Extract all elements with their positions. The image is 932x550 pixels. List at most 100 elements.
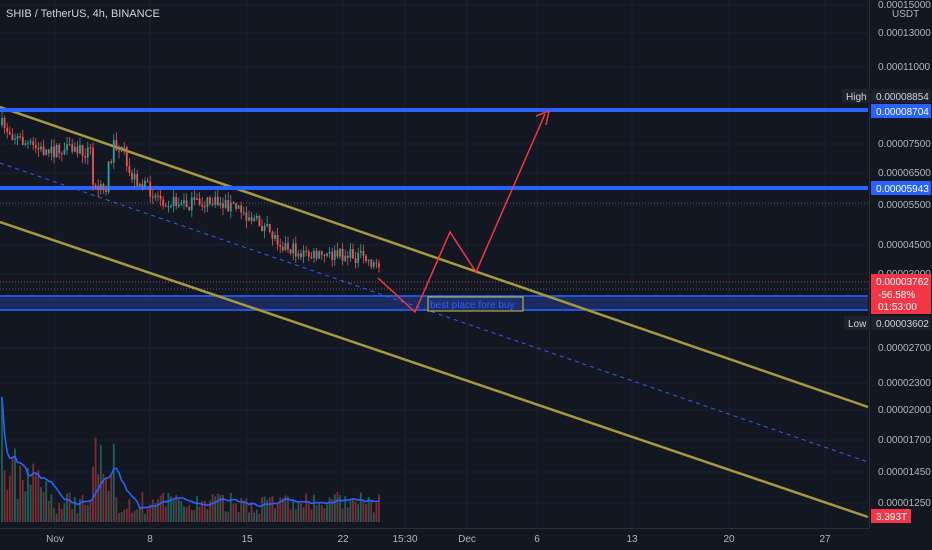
candle-body — [34, 145, 37, 148]
volume-bar — [201, 501, 204, 522]
unit-label: USDT — [892, 9, 919, 20]
time-axis-ticks: Nov 8 15 22 15:30 Dec 6 13 20 27 — [46, 534, 831, 545]
volume-bar — [84, 504, 87, 522]
time-tick-label: 13 — [626, 534, 638, 545]
candle-body — [84, 156, 87, 158]
candle-body — [63, 149, 66, 155]
volume-value: 3.393T — [876, 512, 907, 523]
candle-body — [94, 184, 97, 187]
candle-body — [190, 197, 193, 211]
volume-bar — [34, 474, 37, 522]
candle-body — [328, 251, 331, 254]
volume-bar — [185, 507, 188, 522]
candle-body — [232, 202, 235, 204]
volume-bar — [336, 492, 339, 522]
volume-bar — [297, 502, 300, 522]
candle-body — [115, 140, 118, 151]
symbol-title[interactable]: SHIB / TetherUS, 4h, BINANCE — [6, 8, 160, 20]
candle-body — [92, 147, 94, 185]
candle-body — [375, 262, 378, 264]
volume-bar — [154, 503, 157, 522]
mid-level-tag — [871, 181, 931, 195]
volume-bar — [50, 494, 53, 522]
candle-body — [203, 206, 206, 208]
volume-bar — [97, 474, 100, 522]
price-tick-label: 0.00001250 — [878, 498, 931, 509]
candle-body — [193, 197, 196, 200]
candle-body — [255, 216, 258, 219]
price-tick-label: 0.00005500 — [878, 200, 931, 211]
price-axis-panel[interactable] — [870, 0, 932, 528]
volume-bar — [14, 448, 16, 522]
volume-bar — [53, 507, 55, 522]
volume-bar — [263, 496, 266, 522]
candle-body — [352, 248, 354, 259]
volume-bar — [138, 508, 141, 522]
candle-body — [68, 144, 71, 146]
candle-body — [50, 146, 53, 154]
volume-bar — [107, 490, 110, 522]
forecast-path — [377, 113, 546, 314]
volume-bar — [45, 481, 48, 522]
current-price-tag — [871, 274, 931, 314]
candle-body — [281, 246, 284, 251]
volume-bar — [172, 500, 175, 522]
volume-bar — [125, 508, 128, 522]
volume-bar — [367, 496, 370, 522]
volume-bar — [112, 443, 115, 522]
time-axis-panel[interactable] — [0, 528, 870, 550]
price-tick-label: 0.00013000 — [878, 28, 931, 39]
candle-body — [196, 198, 198, 200]
time-tick-label: 8 — [147, 534, 153, 545]
volume-bar — [180, 501, 183, 522]
price-tick-label: 0.00002700 — [878, 343, 931, 354]
candle-body — [107, 161, 110, 192]
candle-body — [336, 250, 339, 257]
candle-body — [268, 224, 271, 233]
time-tick-label: 20 — [723, 534, 735, 545]
candle-body — [313, 250, 315, 258]
candle-body — [302, 250, 305, 258]
candle-body — [180, 202, 183, 205]
volume-bar — [227, 512, 230, 522]
volume-bar — [359, 492, 362, 522]
time-tick-label: 15 — [241, 534, 253, 545]
upper-level-tag — [871, 104, 931, 118]
volume-bar — [352, 498, 354, 522]
candle-body — [372, 262, 375, 267]
volume-bar — [313, 494, 315, 522]
volume-bar — [378, 494, 380, 522]
candle-body — [14, 138, 16, 140]
candle-body — [183, 200, 185, 203]
price-axis-ticks: 0.00015000 0.00013000 0.00011000 0.00007500… — [878, 0, 931, 509]
volume-bar — [320, 505, 323, 522]
channel-lower-line — [0, 220, 869, 519]
volume-bar — [222, 495, 224, 522]
volume-bar — [29, 484, 32, 522]
high-value-tag — [871, 89, 931, 103]
volume-bar — [110, 475, 113, 522]
candle-body — [3, 118, 6, 128]
volume-bar — [209, 500, 211, 522]
candle-body — [318, 251, 321, 259]
candle-body — [276, 234, 279, 245]
volume-bar — [242, 500, 245, 522]
volume-bar — [240, 497, 243, 522]
candle-body — [209, 197, 211, 205]
volume-bar — [183, 506, 185, 522]
candle-body — [219, 203, 222, 206]
volume-bar — [76, 513, 79, 522]
candle-body — [66, 144, 68, 150]
volume-bar — [58, 503, 61, 522]
price-tick-label: 0.00001450 — [878, 467, 931, 478]
candle-body — [284, 243, 287, 251]
volume-bar — [344, 496, 347, 522]
channel-midline-dashed — [0, 162, 869, 463]
candle-body — [110, 161, 113, 163]
candle-body — [125, 147, 128, 167]
volume-bar — [81, 495, 84, 522]
candle-body — [47, 149, 50, 154]
annotation-box[interactable] — [427, 296, 524, 312]
